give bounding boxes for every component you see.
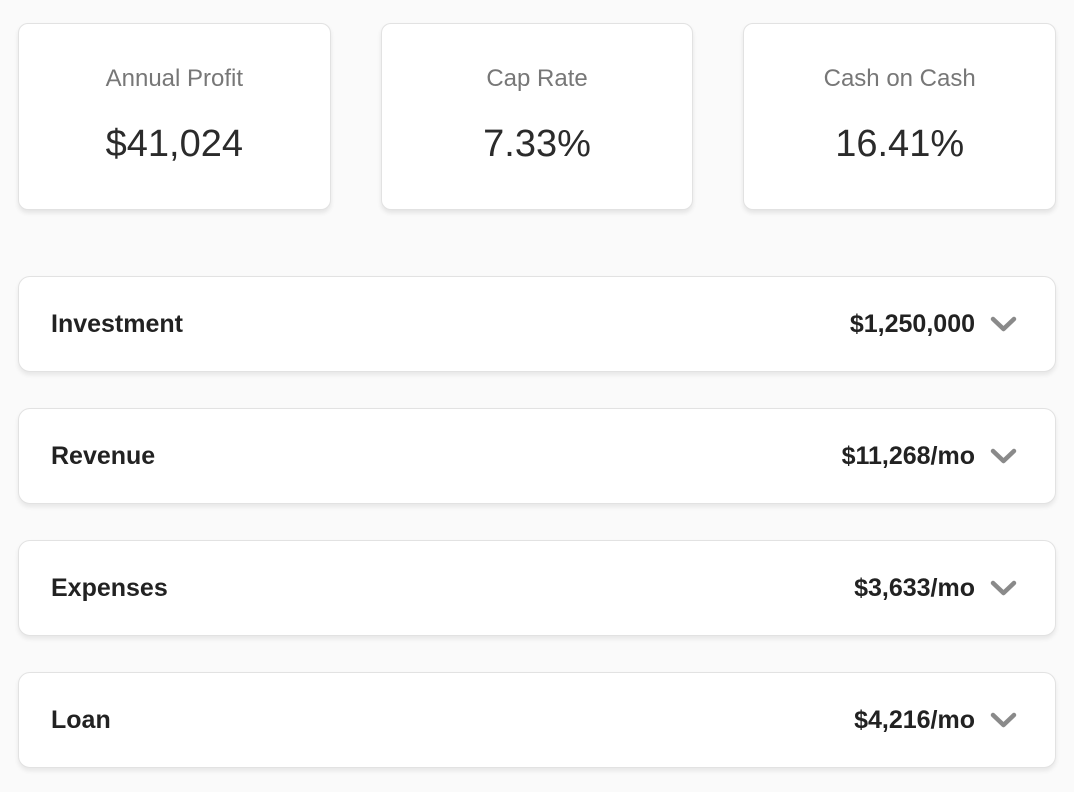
accordion-list: Investment $1,250,000 Revenue $11,268/mo… (18, 276, 1056, 768)
accordion-row-label: Expenses (51, 573, 168, 602)
chevron-down-icon[interactable] (990, 712, 1017, 728)
stats-row: Annual Profit $41,024 Cap Rate 7.33% Cas… (18, 23, 1057, 210)
stat-label: Annual Profit (105, 65, 244, 93)
accordion-row-loan[interactable]: Loan $4,216/mo (18, 672, 1056, 768)
stat-value: 16.41% (835, 123, 965, 166)
stat-card-cap-rate: Cap Rate 7.33% (380, 23, 694, 210)
accordion-row-revenue[interactable]: Revenue $11,268/mo (18, 408, 1056, 504)
stat-value: $41,024 (105, 123, 244, 166)
stat-label: Cap Rate (486, 65, 588, 93)
chevron-down-icon[interactable] (990, 316, 1017, 332)
accordion-row-expenses[interactable]: Expenses $3,633/mo (18, 540, 1056, 636)
accordion-row-label: Loan (51, 705, 111, 734)
stat-label: Cash on Cash (823, 65, 976, 93)
stat-card-cash-on-cash: Cash on Cash 16.41% (743, 23, 1057, 210)
accordion-row-label: Revenue (51, 441, 156, 470)
accordion-row-value: $11,268/mo (841, 441, 975, 470)
accordion-row-label: Investment (51, 309, 183, 338)
accordion-row-value: $4,216/mo (854, 705, 975, 734)
accordion-row-investment[interactable]: Investment $1,250,000 (18, 276, 1056, 372)
accordion-row-value: $3,633/mo (854, 573, 975, 602)
deal-analyzer-page: Annual Profit $41,024 Cap Rate 7.33% Cas… (18, 23, 1057, 768)
accordion-row-value: $1,250,000 (849, 309, 975, 338)
stat-value: 7.33% (483, 123, 591, 166)
chevron-down-icon[interactable] (990, 448, 1017, 464)
chevron-down-icon[interactable] (990, 580, 1017, 596)
stat-card-annual-profit: Annual Profit $41,024 (18, 23, 331, 210)
